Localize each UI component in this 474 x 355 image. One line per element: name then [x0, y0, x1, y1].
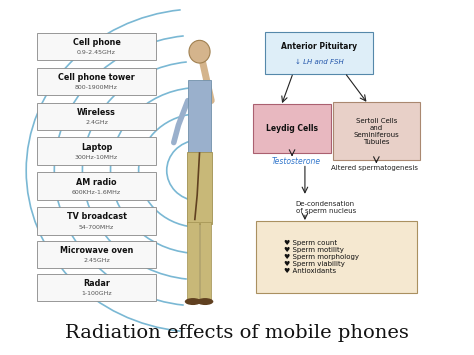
Text: Anterior Pituitary: Anterior Pituitary [281, 42, 357, 51]
Text: Radiation effects of mobile phones: Radiation effects of mobile phones [65, 324, 409, 342]
Text: Sertoli Cells
and
Seminiferous
Tubules: Sertoli Cells and Seminiferous Tubules [354, 118, 399, 145]
Text: Leydig Cells: Leydig Cells [266, 124, 318, 133]
Text: 300Hz-10MHz: 300Hz-10MHz [75, 155, 118, 160]
FancyBboxPatch shape [37, 173, 156, 200]
FancyBboxPatch shape [37, 67, 156, 95]
FancyBboxPatch shape [265, 32, 373, 75]
FancyBboxPatch shape [37, 33, 156, 60]
FancyBboxPatch shape [37, 207, 156, 235]
FancyBboxPatch shape [333, 102, 419, 160]
Text: 2.45GHz: 2.45GHz [83, 258, 110, 263]
Text: 1-100GHz: 1-100GHz [81, 291, 112, 296]
Text: Altered spermatogenesis: Altered spermatogenesis [331, 165, 418, 171]
Text: TV broadcast: TV broadcast [66, 213, 127, 222]
Text: 2.4GHz: 2.4GHz [85, 120, 108, 125]
FancyBboxPatch shape [37, 137, 156, 165]
Text: 600KHz-1.6MHz: 600KHz-1.6MHz [72, 190, 121, 195]
FancyBboxPatch shape [187, 152, 212, 224]
Text: 0.9-2.45GHz: 0.9-2.45GHz [77, 50, 116, 55]
FancyBboxPatch shape [254, 104, 331, 153]
Text: Cell phone: Cell phone [73, 38, 120, 47]
Text: 800-1900MHz: 800-1900MHz [75, 85, 118, 90]
FancyBboxPatch shape [256, 221, 417, 293]
Text: Microwave oven: Microwave oven [60, 246, 133, 255]
Text: Cell phone tower: Cell phone tower [58, 73, 135, 82]
Text: 54-700MHz: 54-700MHz [79, 225, 114, 230]
Text: Wireless: Wireless [77, 108, 116, 117]
Text: De-condensation
of sperm nucleus: De-condensation of sperm nucleus [296, 201, 356, 214]
Text: AM radio: AM radio [76, 178, 117, 186]
Text: Testosterone: Testosterone [271, 157, 320, 166]
FancyBboxPatch shape [37, 103, 156, 130]
Text: ♥ Sperm count
♥ Sperm motility
♥ Sperm morphology
♥ Sperm viability
♥ Antioxidan: ♥ Sperm count ♥ Sperm motility ♥ Sperm m… [284, 240, 359, 274]
FancyBboxPatch shape [200, 222, 211, 300]
FancyBboxPatch shape [37, 274, 156, 301]
Ellipse shape [197, 298, 213, 305]
Ellipse shape [185, 298, 201, 305]
Text: ↓ LH and FSH: ↓ LH and FSH [295, 59, 343, 65]
Ellipse shape [189, 40, 210, 63]
FancyBboxPatch shape [37, 241, 156, 268]
FancyBboxPatch shape [187, 222, 199, 300]
Text: Laptop: Laptop [81, 143, 112, 152]
Text: Radar: Radar [83, 279, 110, 288]
Polygon shape [188, 80, 211, 153]
